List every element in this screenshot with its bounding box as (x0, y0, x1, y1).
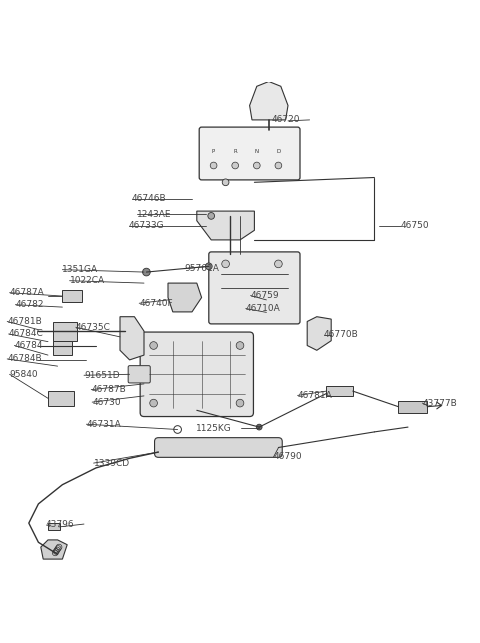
Text: 46784C: 46784C (9, 329, 43, 338)
Bar (48, 523, 60, 530)
Bar (53, 322, 77, 341)
Polygon shape (120, 317, 144, 360)
Circle shape (236, 341, 244, 349)
Polygon shape (197, 211, 254, 240)
Circle shape (222, 260, 229, 267)
Polygon shape (168, 283, 202, 312)
FancyBboxPatch shape (199, 127, 300, 180)
Text: R: R (233, 149, 237, 154)
Text: 46787A: 46787A (10, 288, 44, 297)
Text: D: D (276, 149, 280, 154)
Text: 46746B: 46746B (132, 194, 167, 203)
Polygon shape (41, 540, 67, 559)
Text: 46731A: 46731A (86, 420, 121, 429)
Text: 43796: 43796 (46, 520, 74, 529)
Bar (326, 386, 353, 396)
FancyBboxPatch shape (209, 252, 300, 324)
Circle shape (205, 263, 212, 269)
Circle shape (143, 268, 150, 276)
Circle shape (150, 341, 157, 349)
Text: 1351GA: 1351GA (62, 265, 98, 274)
Text: N: N (255, 149, 259, 154)
Text: 46733G: 46733G (129, 221, 164, 230)
Text: 91651D: 91651D (84, 371, 120, 380)
Text: 1339CD: 1339CD (94, 458, 130, 467)
Text: 1243AE: 1243AE (137, 210, 171, 219)
Text: P: P (212, 149, 215, 154)
Text: 46784B: 46784B (7, 354, 42, 363)
Bar (62, 290, 82, 302)
Text: 46730: 46730 (92, 397, 121, 406)
Text: 46782: 46782 (15, 300, 44, 309)
Text: 46784: 46784 (14, 341, 43, 350)
Polygon shape (250, 82, 288, 120)
Circle shape (150, 399, 157, 407)
Circle shape (208, 213, 215, 219)
Text: 46710A: 46710A (246, 304, 280, 313)
Text: 95840: 95840 (10, 370, 38, 379)
Bar (53, 341, 72, 355)
Circle shape (232, 162, 239, 169)
Text: 43777B: 43777B (422, 399, 457, 408)
Text: 46787B: 46787B (91, 385, 126, 394)
Text: 46790: 46790 (274, 453, 302, 462)
Circle shape (222, 179, 229, 186)
Text: 46781A: 46781A (298, 391, 332, 400)
Text: 46781B: 46781B (7, 317, 42, 326)
Circle shape (275, 260, 282, 267)
Text: 46735C: 46735C (76, 323, 111, 332)
Bar (398, 401, 427, 413)
Circle shape (253, 162, 260, 169)
FancyBboxPatch shape (128, 366, 150, 383)
Circle shape (256, 424, 262, 430)
Text: 1022CA: 1022CA (70, 276, 105, 285)
FancyBboxPatch shape (140, 332, 253, 417)
Text: 95761A: 95761A (185, 264, 220, 273)
Text: 46740F: 46740F (139, 299, 173, 308)
Polygon shape (307, 317, 331, 350)
Text: 46750: 46750 (401, 221, 430, 230)
Circle shape (236, 399, 244, 407)
Text: 46720: 46720 (272, 115, 300, 124)
Text: 1125KG: 1125KG (196, 424, 231, 433)
Text: 46770B: 46770B (324, 331, 359, 340)
Circle shape (275, 162, 282, 169)
Circle shape (210, 162, 217, 169)
Bar (48, 391, 74, 406)
Text: 46759: 46759 (251, 291, 279, 300)
FancyBboxPatch shape (155, 438, 282, 457)
